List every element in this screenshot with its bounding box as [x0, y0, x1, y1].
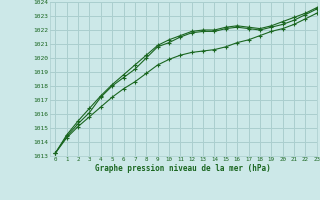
X-axis label: Graphe pression niveau de la mer (hPa): Graphe pression niveau de la mer (hPa)	[95, 164, 271, 173]
